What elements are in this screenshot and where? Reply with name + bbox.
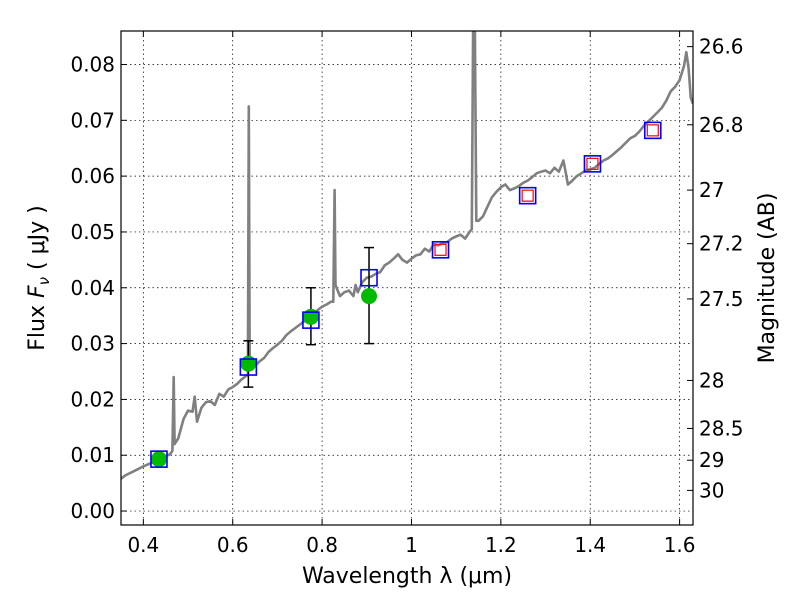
plot-frame: [120, 30, 694, 526]
observed-point: [150, 451, 167, 468]
y-tick-label: 0.01: [70, 443, 115, 467]
y-axis-label-prefix: Flux: [25, 298, 50, 351]
y-tick-label: 0.00: [70, 499, 115, 523]
y-tick-label: 0.05: [70, 220, 115, 244]
nir-square: [521, 189, 534, 202]
marker-layer: [150, 121, 662, 468]
y-tick-label: 0.04: [70, 276, 115, 300]
y-tick-label: 0.02: [70, 387, 115, 411]
nir-square: [646, 124, 659, 137]
y2-tick-label: 26.6: [699, 35, 744, 59]
nir-square: [586, 157, 599, 170]
x-tick-label: 0.8: [306, 533, 338, 557]
y-axis-label: Flux Fν ( μJy ): [25, 205, 53, 350]
y2-tick-label: 27.2: [699, 232, 744, 256]
y-axis-label-unit: ( μJy ): [25, 205, 50, 277]
model-square: [431, 241, 450, 259]
x-axis-label: Wavelength λ (μm): [302, 564, 512, 589]
x-tick-label: 1.4: [574, 533, 606, 557]
nir-square: [434, 243, 447, 256]
y2-axis-label: Magnitude (AB): [755, 193, 780, 364]
model-square: [518, 186, 537, 205]
y-tick-label: 0.06: [70, 164, 115, 188]
y-axis-label-subscript: ν: [35, 277, 53, 285]
x-tick-label: 1: [405, 533, 418, 557]
y2-tick-label: 30: [699, 478, 724, 502]
x-tick-label: 1.6: [664, 533, 696, 557]
y-tick-label: 0.08: [70, 52, 115, 76]
model-square: [302, 311, 320, 329]
observed-point: [361, 288, 378, 305]
model-square: [360, 268, 378, 287]
y-tick-label: 0.03: [70, 332, 115, 356]
y2-tick-label: 26.8: [699, 113, 744, 137]
x-tick-label: 0.6: [217, 533, 249, 557]
model-square: [150, 450, 168, 468]
y2-tick-label: 27: [699, 178, 724, 202]
y2-tick-label: 28.5: [699, 416, 744, 440]
model-square: [643, 121, 662, 140]
y2-tick-label: 27.5: [699, 287, 744, 311]
x-tick-label: 1.2: [485, 533, 517, 557]
y-axis-label-symbol: F: [25, 285, 50, 298]
model-square: [583, 155, 602, 173]
tick-layer: 0.4 0.6 0.8 1 1.2 1.4 1.6 0.00 0.01 0.02 0.03 0.04 0…: [70, 31, 744, 557]
y2-tick-label: 29: [699, 448, 724, 472]
y-tick-label: 0.07: [70, 108, 115, 132]
model-square: [239, 358, 258, 376]
x-tick-label: 0.4: [127, 533, 159, 557]
y2-tick-label: 28: [699, 368, 724, 392]
plot-background: [121, 31, 693, 525]
